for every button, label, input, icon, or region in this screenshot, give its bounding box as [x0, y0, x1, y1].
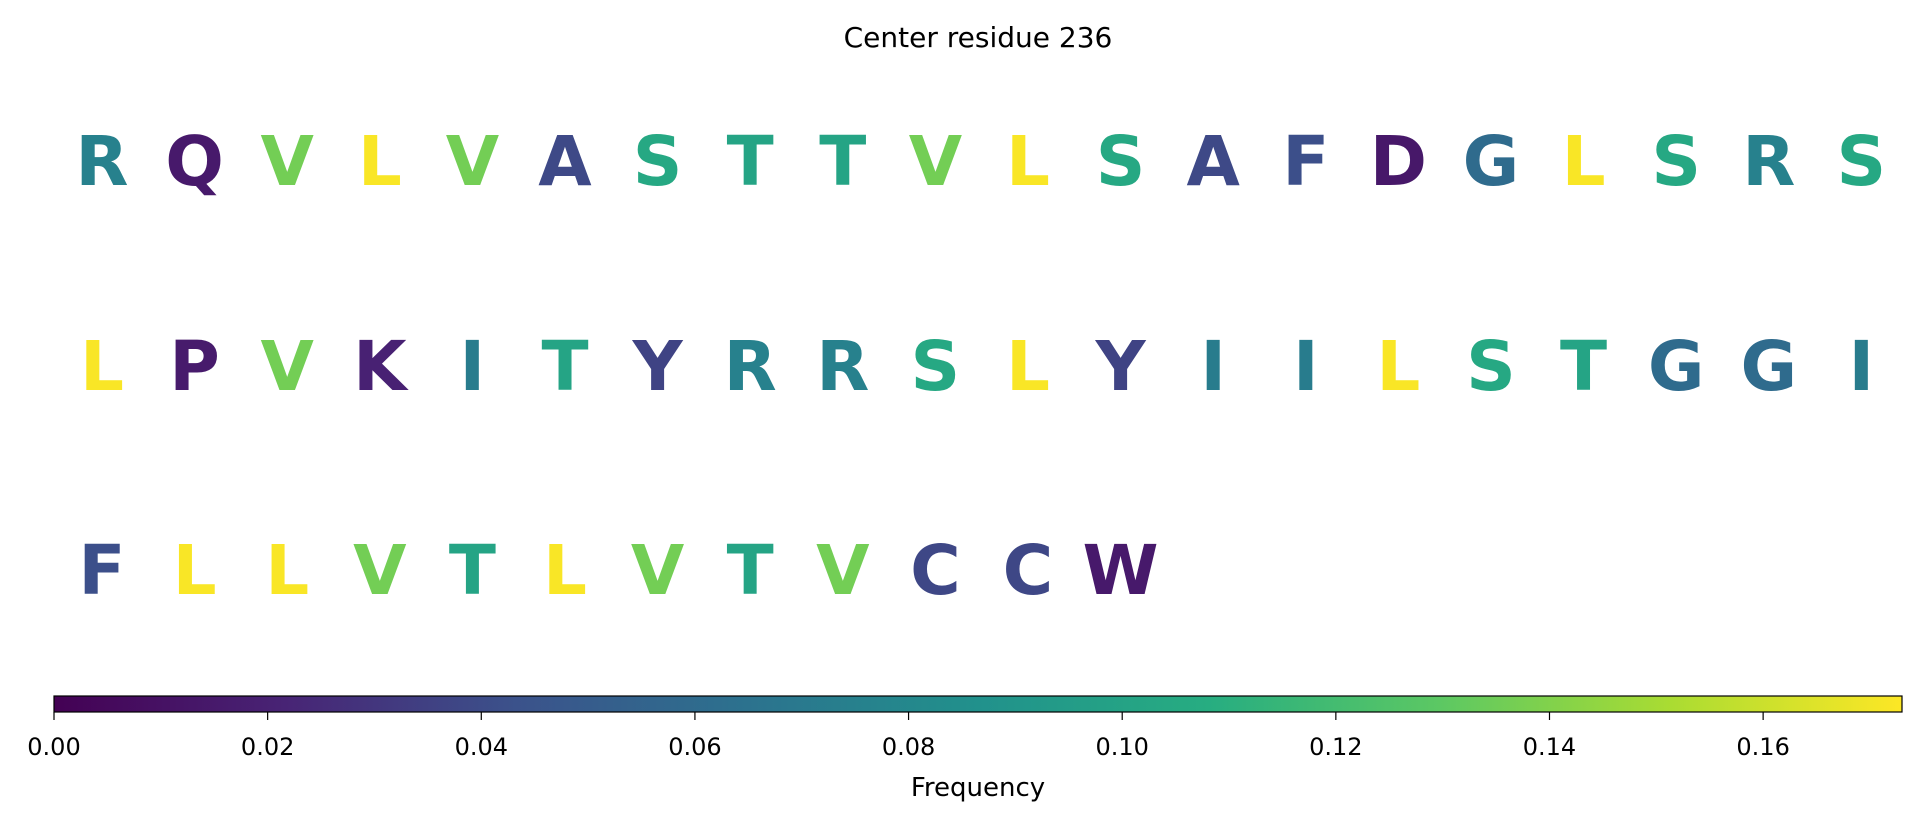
colorbar-ticks: 0.00 0.02 0.04 0.06 0.08 0.10 0.12 0.14 0.16 — [27, 712, 1790, 761]
residue-letter: T — [819, 122, 866, 202]
residue-letter: Y — [1095, 327, 1147, 407]
residue-letter: L — [358, 122, 402, 202]
residue-letter: Y — [632, 327, 684, 407]
colorbar-tick-label: 0.00 — [27, 733, 80, 761]
residue-letter: R — [75, 122, 128, 202]
residue-letter: I — [460, 327, 486, 407]
residue-letter: G — [1740, 327, 1797, 407]
residue-letter: S — [911, 327, 961, 407]
residue-letter: V — [353, 531, 407, 611]
residue-letter: Q — [165, 122, 224, 202]
residue-letter: V — [260, 122, 314, 202]
residue-letter: I — [1200, 327, 1226, 407]
residue-letter: V — [909, 122, 963, 202]
colorbar-tick-label: 0.08 — [882, 733, 935, 761]
residue-letter: A — [538, 122, 592, 202]
residue-letter: G — [1648, 327, 1705, 407]
residue-letter: F — [78, 531, 125, 611]
colorbar-label: Frequency — [911, 773, 1045, 803]
residue-letters: R Q V L V A S T T V L S A F D G L S R SL P V K I T Y R R S L Y I I L S T G G I… — [75, 122, 1886, 611]
residue-letter: L — [80, 327, 124, 407]
colorbar: 0.00 0.02 0.04 0.06 0.08 0.10 0.12 0.14 0.16 Fre… — [27, 695, 1903, 803]
residue-letter: V — [631, 531, 685, 611]
colorbar-gradient — [53, 695, 1903, 713]
colorbar-tick-label: 0.14 — [1523, 733, 1576, 761]
residue-letter: R — [816, 327, 869, 407]
residue-letter: A — [1186, 122, 1240, 202]
residue-letter: D — [1370, 122, 1427, 202]
residue-letter: R — [724, 327, 777, 407]
residue-letter: S — [1651, 122, 1701, 202]
residue-letter: T — [1560, 327, 1607, 407]
residue-letter: L — [173, 531, 217, 611]
residue-letter: S — [1466, 327, 1516, 407]
residue-letter: S — [633, 122, 683, 202]
chart-title: Center residue 236 — [844, 21, 1113, 54]
residue-letter: L — [543, 531, 587, 611]
residue-letter: V — [816, 531, 870, 611]
residue-letter: V — [260, 327, 314, 407]
residue-letter: P — [169, 327, 220, 407]
residue-letter: S — [1837, 122, 1887, 202]
residue-letter: I — [1293, 327, 1319, 407]
residue-letter: V — [446, 122, 500, 202]
residue-letter: T — [727, 122, 774, 202]
colorbar-tick-label: 0.10 — [1095, 733, 1148, 761]
residue-letter: T — [541, 327, 588, 407]
residue-letter: W — [1083, 531, 1159, 611]
residue-letter: I — [1849, 327, 1875, 407]
residue-letter: R — [1742, 122, 1795, 202]
residue-letter: C — [910, 531, 961, 611]
residue-letter: L — [1376, 327, 1420, 407]
colorbar-tick-label: 0.16 — [1736, 733, 1789, 761]
residue-letter: S — [1096, 122, 1146, 202]
residue-letter: L — [1006, 122, 1050, 202]
residue-letter: G — [1463, 122, 1520, 202]
colorbar-tick-label: 0.12 — [1309, 733, 1362, 761]
colorbar-tick-label: 0.02 — [241, 733, 294, 761]
residue-letter: T — [727, 531, 774, 611]
residue-letter: F — [1282, 122, 1329, 202]
residue-letter: T — [449, 531, 496, 611]
residue-letter: C — [1003, 531, 1054, 611]
residue-letter: L — [265, 531, 309, 611]
residue-letter: L — [1562, 122, 1606, 202]
residue-letter: L — [1006, 327, 1050, 407]
residue-letter: K — [353, 327, 409, 407]
colorbar-tick-label: 0.04 — [455, 733, 508, 761]
colorbar-tick-label: 0.06 — [668, 733, 721, 761]
